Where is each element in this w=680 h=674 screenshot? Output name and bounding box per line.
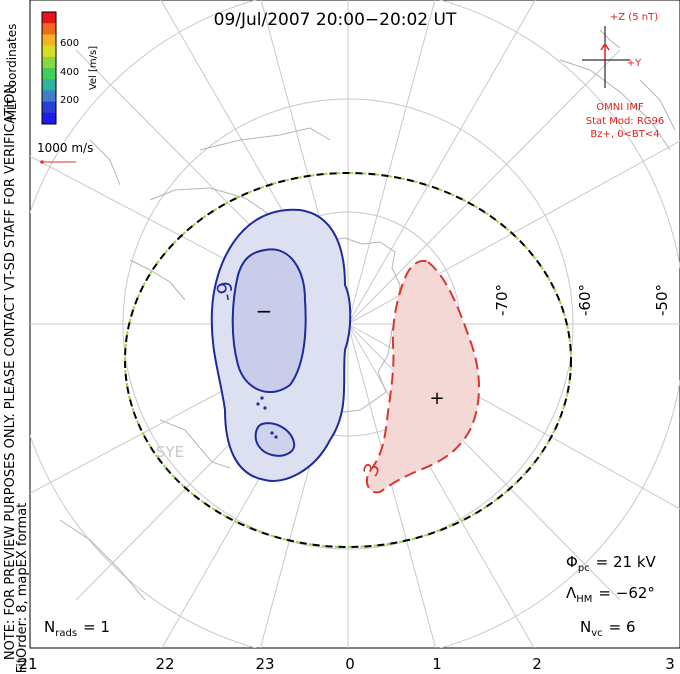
coord-label: MLT coordinates: [5, 24, 19, 121]
colorbar-tick-600: 600: [60, 38, 79, 49]
colorbar-swatch: [42, 23, 56, 35]
contour-dot: [260, 396, 264, 400]
map-stats: Φpc = 21 kV ΛHM = −62° Nvc = 6 Nrads = 1: [44, 553, 657, 639]
potential-max-marker: +: [429, 388, 444, 409]
colorbar-swatch: [42, 56, 56, 69]
mlt-label: 23: [255, 655, 274, 673]
colorbar-label: Vel [m/s]: [88, 46, 99, 90]
vector-scale-label: 1000 m/s: [37, 141, 93, 155]
colorbar-swatch: [42, 68, 56, 80]
colorbar-swatch: [42, 112, 56, 125]
imf-y-label: +Y: [627, 58, 642, 69]
positive-cell: [365, 259, 480, 494]
colorbar-swatch: [42, 12, 56, 24]
lambda-hm-stat: ΛHM = −62°: [566, 584, 655, 605]
phi-pc-stat: Φpc = 21 kV: [566, 553, 657, 574]
velocity-colorbar: 600 400 200 Vel [m/s]: [41, 11, 99, 125]
n-rads-stat: Nrads = 1: [44, 618, 110, 639]
coastline-segment: [599, 29, 621, 49]
colorbar-swatch: [42, 45, 56, 58]
negative-cell-small: [254, 422, 296, 457]
vector-scale: 1000 m/s: [37, 141, 93, 164]
mlt-label: 22: [155, 655, 174, 673]
lat-label-50: -50°: [653, 284, 671, 316]
hmb-boundary: [124, 172, 572, 548]
colorbar-swatch: [42, 101, 56, 114]
mlt-label: 1: [432, 655, 442, 673]
fit-info: FitOrder: 8, mapEX format: [15, 503, 30, 674]
colorbar-tick-400: 400: [60, 67, 79, 78]
imf-condition: Bz+, 0<BT<4: [590, 129, 659, 140]
station-label: SYE: [156, 443, 184, 461]
mlt-label: 0: [345, 655, 355, 673]
imf-z-label: +Z (5 nT): [610, 12, 658, 23]
negative-cell-inner: [231, 248, 307, 394]
colorbar-swatch: [42, 79, 56, 91]
lat-label-70: -70°: [493, 284, 511, 316]
colorbar-swatch: [42, 34, 56, 47]
colorbar-tick-200: 200: [60, 95, 79, 106]
contour-dot: [256, 402, 260, 406]
mlt-label: 21: [18, 655, 37, 673]
n-vc-stat: Nvc = 6: [580, 618, 636, 639]
mlt-axis: 21 22 23 0 1 2 3: [18, 655, 674, 673]
imf-source: OMNI IMF: [596, 102, 644, 113]
imf-dial: +Z (5 nT) +Y OMNI IMF Stat Mod: RG96 Bz+…: [582, 12, 664, 140]
contour-dot: [270, 431, 274, 435]
lat-label-60: -60°: [576, 284, 594, 316]
imf-model: Stat Mod: RG96: [586, 116, 665, 127]
map-title: 09/Jul/2007 20:00−20:02 UT: [214, 10, 457, 30]
preview-watermark: NOTE: FOR PREVIEW PURPOSES ONLY. PLEASE …: [3, 80, 18, 660]
mlt-label: 3: [665, 655, 675, 673]
mlt-label: 2: [532, 655, 542, 673]
contour-label-negative: -9: [212, 279, 239, 303]
potential-min-marker: −: [256, 299, 273, 323]
contour-dot: [263, 406, 267, 410]
hmb-boundary-dots: [124, 172, 572, 548]
contour-dot: [274, 435, 278, 439]
colorbar-swatch: [42, 90, 56, 103]
